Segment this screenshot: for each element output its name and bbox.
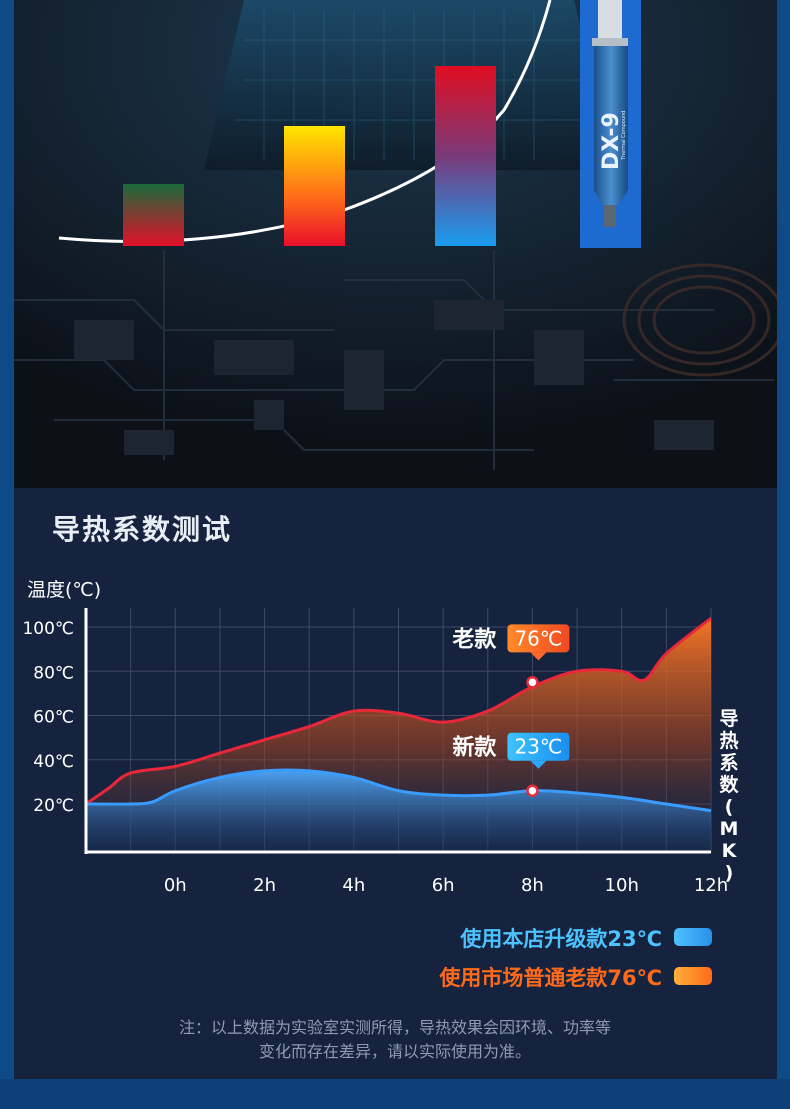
hero-image: DX-9 Thermal Compound <box>14 0 777 488</box>
secondary-axis-char: 导 <box>719 708 739 730</box>
hero-illustration: DX-9 Thermal Compound <box>14 0 777 488</box>
annotation-label: 老款 <box>451 626 497 652</box>
annotation-badge <box>507 624 570 653</box>
x-tick-label: 6h <box>432 875 455 896</box>
secondary-axis-label: 导热系数(M K) <box>716 708 742 884</box>
annotation-label: 新款 <box>452 735 497 761</box>
old-series-line <box>85 616 712 806</box>
x-tick-label: 2h <box>253 875 276 896</box>
annotation-value: 76℃ <box>514 626 562 650</box>
secondary-axis-char: K <box>721 840 737 862</box>
y-tick-label: 20℃ <box>33 796 74 816</box>
y-tick-label: 80℃ <box>33 663 74 683</box>
y-axis-label: 温度(℃) <box>27 579 102 601</box>
annotation-marker <box>526 784 539 797</box>
legend-old-swatch <box>674 967 712 985</box>
y-tick-label: 40℃ <box>33 752 74 772</box>
annotation-marker <box>526 676 539 689</box>
annotation-pointer <box>530 652 547 661</box>
secondary-axis-char: 数 <box>719 774 739 796</box>
hero-bar-1 <box>123 184 184 246</box>
chart-areas <box>85 616 712 852</box>
tube-sublabel: Thermal Compound <box>621 111 627 161</box>
x-tick-label: 8h <box>521 875 544 896</box>
tube-label: DX-9 <box>599 112 624 170</box>
secondary-axis-char: ) <box>724 862 734 884</box>
hero-bar-3 <box>435 66 496 246</box>
secondary-axis-char: 热 <box>719 730 739 752</box>
annotation-value: 23℃ <box>514 735 562 759</box>
y-tick-label: 100℃ <box>22 619 74 639</box>
footnote-line-1: 注：以上数据为实验室实测所得，导热效果会因环境、功率等 <box>178 1018 611 1037</box>
new-series-area <box>86 769 711 852</box>
thermal-paste-tube: DX-9 Thermal Compound <box>580 0 641 248</box>
x-tick-label: 0h <box>164 875 187 896</box>
legend-new-swatch <box>674 928 712 946</box>
chart-ticks: 100℃ 80℃ 60℃ 40℃ 20℃ 0h 2h 4h 6h 8h 10h 12h <box>22 619 728 896</box>
chart-axes <box>84 608 711 854</box>
y-tick-label: 60℃ <box>33 708 74 728</box>
x-tick-label: 12h <box>694 875 728 896</box>
legend-old-label: 使用市场普通老款76℃ <box>439 966 662 990</box>
new-series-line <box>85 768 712 813</box>
secondary-axis-char: 系 <box>719 752 739 774</box>
bottom-border <box>0 1079 790 1109</box>
hero-bar-2 <box>284 126 345 246</box>
x-tick-label: 4h <box>342 875 365 896</box>
temperature-chart: 100℃ 80℃ 60℃ 40℃ 20℃ 0h 2h 4h 6h 8h 10h 12h 76℃ 老款 23… <box>22 608 728 896</box>
secondary-axis-char: M <box>719 818 739 840</box>
secondary-axis-char: ( <box>724 796 734 818</box>
chart-annotations: 76℃ 老款 23℃ 新款 <box>451 624 570 797</box>
section-title: 导热系数测试 <box>52 513 233 546</box>
annotation-badge <box>507 732 570 761</box>
legend-new-label: 使用本店升级款23℃ <box>460 927 662 951</box>
annotation-pointer <box>530 760 547 769</box>
x-tick-label: 10h <box>605 875 639 896</box>
footnote-line-2: 变化而存在差异，请以实际使用为准。 <box>258 1042 531 1061</box>
